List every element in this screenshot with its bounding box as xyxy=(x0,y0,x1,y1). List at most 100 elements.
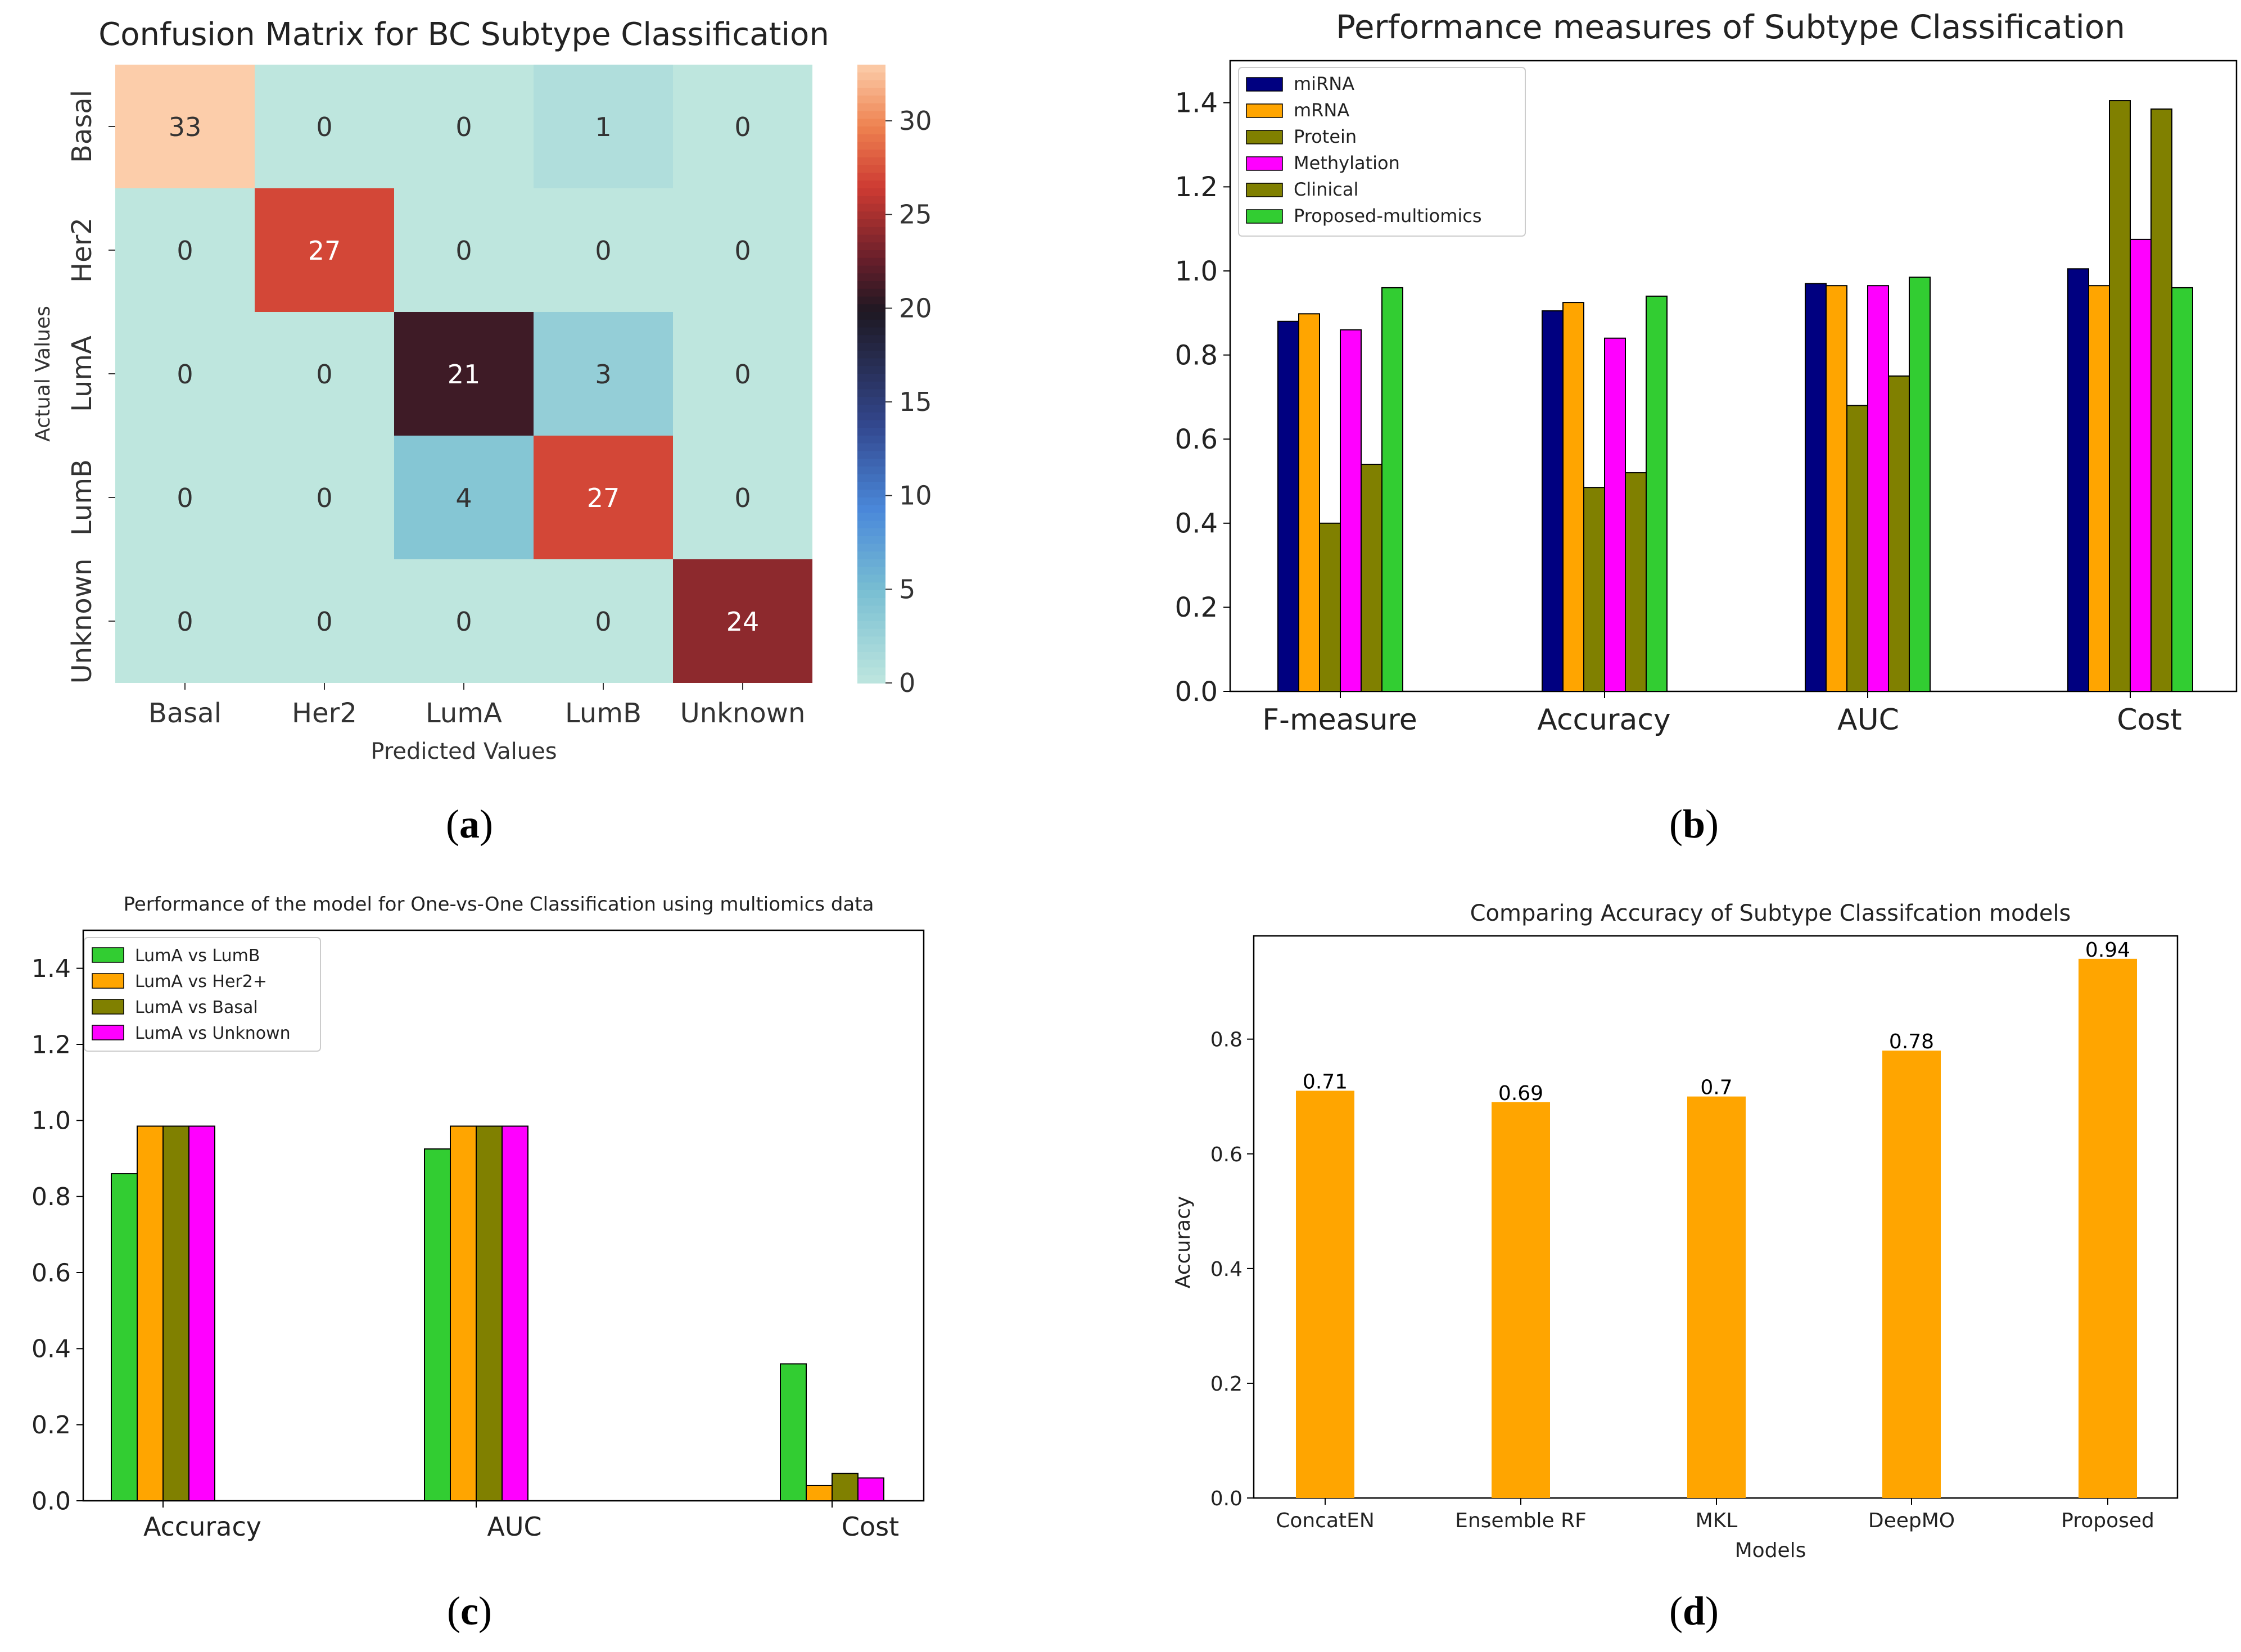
heatmap-cell xyxy=(534,65,673,188)
cell-value-label: 21 xyxy=(448,359,481,390)
heatmap-cell xyxy=(115,436,255,559)
legend-swatch xyxy=(92,999,124,1015)
colorbar-segment xyxy=(857,103,885,112)
colorbar-segment xyxy=(857,119,885,127)
legend-label: LumA vs Basal xyxy=(135,998,258,1017)
colorbar-segment xyxy=(857,459,885,467)
cell-value-label: 4 xyxy=(455,483,472,513)
caption-b: (b) xyxy=(1669,802,1719,847)
colorbar-segment xyxy=(857,536,885,545)
heatmap-cell xyxy=(115,312,255,436)
colorbar-segment xyxy=(857,451,885,460)
colorbar-segment xyxy=(857,88,885,96)
colorbar-segment xyxy=(857,234,885,243)
colorbar-segment xyxy=(857,134,885,143)
colorbar-segment xyxy=(857,165,885,174)
bar-protein xyxy=(1583,487,1605,692)
bar-luma-vs-unknown xyxy=(188,1125,215,1501)
colorbar-segment xyxy=(857,327,885,336)
heatmap-cell xyxy=(255,436,394,559)
y-tick-label: 0.0 xyxy=(1210,1487,1243,1510)
colorbar-segment xyxy=(857,242,885,251)
colorbar-segment xyxy=(857,675,885,684)
y-tick-label: 0.8 xyxy=(1175,340,1218,371)
colorbar-segment xyxy=(857,265,885,274)
colorbar-segment xyxy=(857,436,885,444)
colorbar-tick-label: 25 xyxy=(899,200,932,230)
legend-box xyxy=(1238,67,1526,237)
x-tick-label: LumA xyxy=(426,698,502,729)
colorbar-segment xyxy=(857,405,885,413)
cell-value-label: 1 xyxy=(595,112,611,142)
y-tick-label: 0.6 xyxy=(31,1259,71,1287)
heatmap-cell xyxy=(255,312,394,436)
bar-mirna xyxy=(1542,310,1564,692)
accuracy-bar xyxy=(2079,958,2137,1498)
x-tick-label: Her2 xyxy=(292,698,357,729)
colorbar-segment xyxy=(857,652,885,660)
colorbar-segment xyxy=(857,474,885,483)
colorbar-segment xyxy=(857,227,885,236)
performance-measures-chart: Performance measures of Subtype Classifi… xyxy=(1175,8,2238,737)
colorbar-segment xyxy=(857,567,885,576)
bar-luma-vs-lumb xyxy=(424,1148,451,1501)
colorbar-segment xyxy=(857,173,885,182)
legend-label: Methylation xyxy=(1294,152,1400,174)
colorbar-segment xyxy=(857,126,885,135)
y-tick-label: 1.2 xyxy=(31,1030,71,1059)
y-tick-label: 0.4 xyxy=(1175,508,1218,540)
legend-swatch xyxy=(92,973,124,989)
model-comparison-chart: Comparing Accuracy of Subtype Classifcat… xyxy=(1172,900,2179,1562)
bar-clinical xyxy=(1361,464,1382,693)
x-tick-label: Basal xyxy=(148,698,222,729)
colorbar-segment xyxy=(857,605,885,614)
colorbar-segment xyxy=(857,188,885,197)
heatmap-cell xyxy=(394,188,534,312)
y-tick-label: LumA xyxy=(66,336,98,412)
colorbar-segment xyxy=(857,443,885,452)
legend-label: Proposed-multiomics xyxy=(1294,205,1482,227)
caption-a: (a) xyxy=(446,802,493,847)
bar-luma-vs-her2- xyxy=(137,1125,164,1501)
x-tick-label: Ensemble RF xyxy=(1455,1509,1587,1532)
cell-value-label: 0 xyxy=(316,483,332,513)
cell-value-label: 0 xyxy=(595,236,611,266)
bar-proposed-multiomics xyxy=(2171,287,2193,693)
cell-value-label: 0 xyxy=(316,112,332,142)
cell-value-label: 0 xyxy=(455,236,472,266)
cell-value-label: 0 xyxy=(177,483,193,513)
cell-value-label: 27 xyxy=(587,483,620,513)
colorbar-tick-label: 0 xyxy=(899,668,915,698)
bar-mrna xyxy=(1826,285,1847,692)
cell-value-label: 0 xyxy=(595,607,611,637)
bar-value-label: 0.71 xyxy=(1303,1071,1348,1094)
x-tick-label: Unknown xyxy=(680,698,806,729)
bar-mrna xyxy=(1298,313,1320,692)
colorbar-segment xyxy=(857,366,885,374)
colorbar-segment xyxy=(857,281,885,289)
colorbar-segment xyxy=(857,559,885,568)
x-tick-label: Cost xyxy=(2117,703,2182,737)
y-tick-label: Unknown xyxy=(66,559,98,684)
x-tick-label: AUC xyxy=(487,1511,541,1542)
x-tick-label: LumB xyxy=(565,698,641,729)
heatmap-cell xyxy=(394,559,534,683)
bar-methylation xyxy=(1340,329,1362,692)
y-tick-label: Her2 xyxy=(66,218,98,283)
colorbar-segment xyxy=(857,381,885,390)
heatmap-cell xyxy=(673,65,812,188)
legend-label: mRNA xyxy=(1294,99,1349,121)
chart-a-ylabel: Actual Values xyxy=(31,306,55,442)
legend-swatch xyxy=(92,947,124,963)
caption-c-letter: c xyxy=(460,1588,478,1633)
legend-swatch xyxy=(1246,183,1283,197)
heatmap-cell xyxy=(115,65,255,188)
colorbar-segment xyxy=(857,180,885,189)
colorbar-segment xyxy=(857,335,885,343)
colorbar-segment xyxy=(857,72,885,81)
colorbar-segment xyxy=(857,544,885,553)
heatmap-cell xyxy=(255,559,394,683)
legend-box xyxy=(84,937,321,1052)
colorbar-segment xyxy=(857,296,885,305)
cell-value-label: 0 xyxy=(734,483,751,513)
